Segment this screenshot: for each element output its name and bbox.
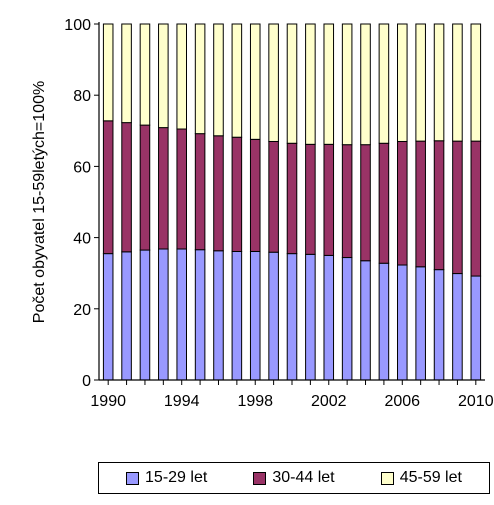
x-tick-label-1998: 1998 [237,393,273,410]
bar-1998-series-2 [249,23,261,140]
bar-1992-series-2 [139,23,151,126]
bar-1994-series-1 [176,128,188,250]
bar-2005-series-1 [378,142,390,264]
bar-2003-series-0 [341,257,353,381]
bar-1996-series-1 [213,135,224,252]
x-tick-label-1990: 1990 [90,393,126,410]
bar-1991-series-1 [121,122,132,253]
legend-swatch-30-44 [253,471,267,485]
bar-2002-series-1 [323,143,335,256]
bar-1995-series-1 [194,133,206,251]
y-tick-label-20: 20 [73,302,91,319]
bar-1991-series-0 [121,251,132,381]
axes-layer: 0 20 40 60 80 100 1990 1994 1998 2002 2006 2010 [64,17,493,410]
bar-2000-series-0 [286,253,298,381]
bar-1998-series-0 [249,250,261,381]
bar-1993-series-2 [158,23,169,129]
legend-item-45-59: 45-59 let [380,469,462,487]
bar-1992-series-0 [139,249,151,381]
bar-2007-series-2 [415,23,426,142]
legend-label-30-44: 30-44 let [272,469,335,486]
bar-2000-series-1 [286,142,298,255]
bar-1990-series-1 [102,120,114,255]
bar-2009-series-1 [452,140,463,275]
bar-2005-series-2 [378,23,390,144]
legend-swatch-45-59 [380,471,394,485]
bar-1990-series-2 [102,23,114,122]
bar-2001-series-0 [305,253,316,381]
legend-label-15-29: 15-29 let [145,469,208,486]
legend-swatch-15-29 [126,471,140,485]
bar-2004-series-1 [360,144,371,262]
y-tick-label-60: 60 [73,159,91,176]
bar-1990-series-0 [102,253,114,381]
bar-2001-series-1 [305,143,316,255]
bar-2001-series-2 [305,23,316,145]
bar-2010-series-2 [470,23,482,142]
bar-2009-series-2 [452,23,463,142]
bars-layer [102,23,482,381]
bar-2003-series-2 [341,23,353,146]
bar-2007-series-1 [415,140,426,268]
x-tick-label-2006: 2006 [384,393,420,410]
bar-1994-series-0 [176,248,188,381]
bar-2007-series-0 [415,266,426,381]
bar-1999-series-0 [268,251,279,381]
bar-1996-series-2 [213,23,224,137]
legend-label-45-59: 45-59 let [399,469,462,486]
bar-1997-series-2 [231,23,243,138]
bar-2003-series-1 [341,144,353,259]
x-tick-label-1994: 1994 [164,393,200,410]
bar-1997-series-1 [231,136,243,252]
bar-1997-series-0 [231,250,243,381]
bar-2006-series-1 [397,140,408,266]
x-tick-label-2002: 2002 [311,393,347,410]
bar-2005-series-0 [378,262,390,381]
bar-1995-series-0 [194,249,206,381]
y-axis-label: Počet obyvatel 15-59letých=100% [31,81,48,323]
bar-2008-series-0 [433,269,445,381]
bar-1991-series-2 [121,23,132,124]
x-tick-label-2010: 2010 [458,393,494,410]
legend-item-30-44: 30-44 let [253,469,335,487]
bar-1996-series-0 [213,250,224,381]
y-tick-label-100: 100 [64,17,91,34]
bar-1994-series-2 [176,23,188,130]
bar-2010-series-1 [470,140,482,277]
bar-2002-series-0 [323,254,335,381]
bar-2004-series-0 [360,260,371,381]
bar-1999-series-2 [268,23,279,142]
bar-1993-series-1 [158,127,169,250]
bar-2006-series-2 [397,23,408,142]
bar-1992-series-1 [139,124,151,251]
bar-2008-series-2 [433,23,445,142]
bar-2002-series-2 [323,23,335,145]
bar-1999-series-1 [268,140,279,253]
y-tick-label-80: 80 [73,88,91,105]
bar-2006-series-0 [397,264,408,381]
bar-2008-series-1 [433,140,445,271]
bar-1993-series-0 [158,248,169,381]
bar-2009-series-0 [452,273,463,381]
bar-1998-series-1 [249,138,261,252]
legend: 15-29 let 30-44 let 45-59 let [98,462,490,494]
y-tick-label-0: 0 [82,373,91,390]
bar-2004-series-2 [360,23,371,146]
bar-2010-series-0 [470,275,482,381]
legend-item-15-29: 15-29 let [126,469,207,487]
bar-2000-series-2 [286,23,298,144]
bar-1995-series-2 [194,23,206,135]
y-tick-label-40: 40 [73,231,91,248]
